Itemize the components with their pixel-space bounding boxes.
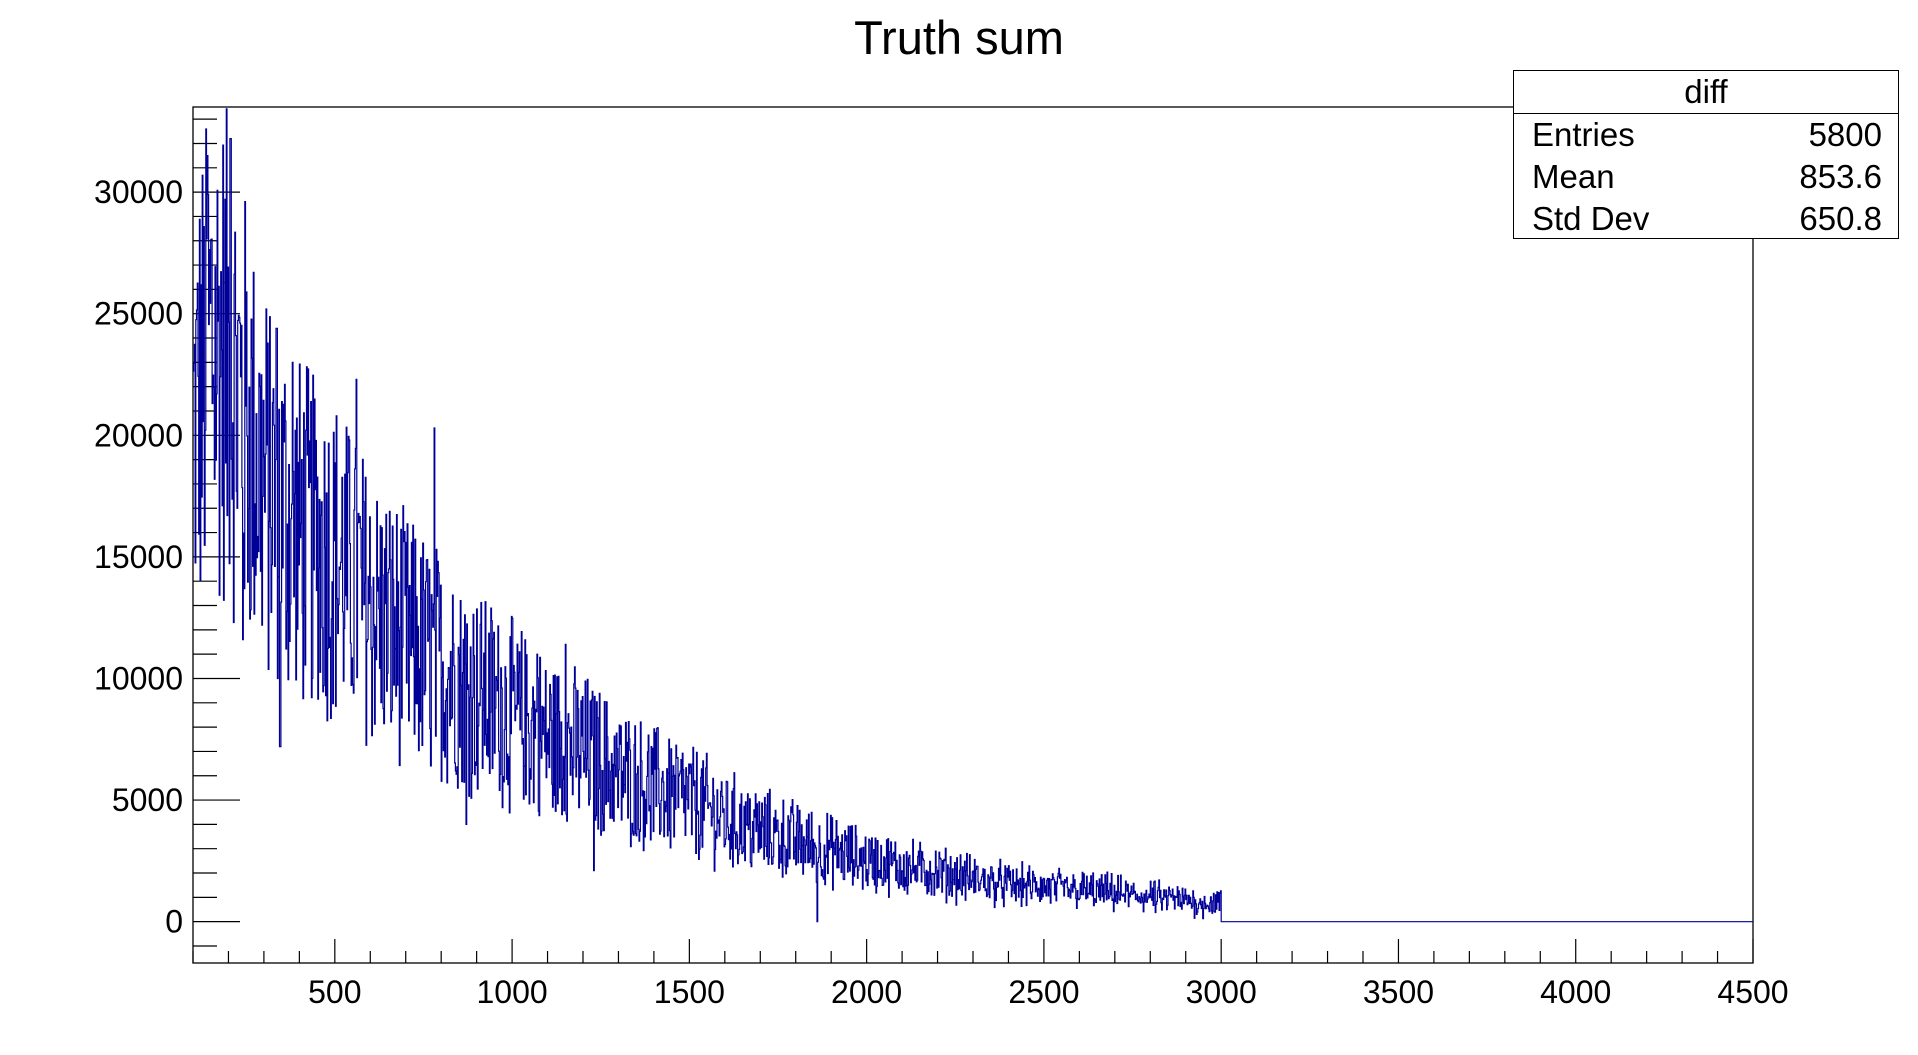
stats-label-mean: Mean: [1532, 158, 1615, 195]
stats-label-stddev: Std Dev: [1532, 200, 1650, 237]
x-tick-label: 1000: [476, 974, 547, 1010]
y-tick-label: 0: [165, 904, 183, 940]
x-axis-ticks: 500 1000 1500 2000 2500 3000 3500 4000 4500: [192, 939, 1789, 1010]
y-tick-label: 15000: [94, 539, 183, 575]
chart-title: Truth sum: [854, 11, 1064, 64]
stats-value-entries: 5800: [1808, 116, 1882, 153]
y-tick-label: 20000: [94, 417, 183, 453]
y-tick-label: 10000: [94, 660, 183, 696]
stats-box: diff Entries 5800 Mean 853.6 Std Dev 650…: [1513, 70, 1899, 239]
histogram-line: [193, 108, 1753, 923]
x-tick-label: 1500: [654, 974, 725, 1010]
histogram-series: [193, 108, 1753, 923]
x-tick-label: 4000: [1540, 974, 1611, 1010]
stats-box-title: diff: [1514, 71, 1898, 114]
y-tick-label: 30000: [94, 174, 183, 210]
stats-value-mean: 853.6: [1799, 158, 1882, 195]
y-tick-label: 5000: [112, 782, 183, 818]
stats-value-stddev: 650.8: [1799, 200, 1882, 237]
stats-row-mean: Mean 853.6: [1514, 156, 1898, 198]
x-tick-label: 500: [308, 974, 361, 1010]
x-tick-label: 4500: [1717, 974, 1788, 1010]
y-axis-ticks: 0 5000 10000 15000 20000 25000 30000: [94, 118, 240, 947]
x-tick-label: 2500: [1008, 974, 1079, 1010]
x-tick-label: 2000: [831, 974, 902, 1010]
y-tick-label: 25000: [94, 296, 183, 332]
stats-row-entries: Entries 5800: [1514, 114, 1898, 156]
x-tick-label: 3500: [1363, 974, 1434, 1010]
stats-row-stddev: Std Dev 650.8: [1514, 198, 1898, 240]
stats-label-entries: Entries: [1532, 116, 1635, 153]
x-tick-label: 3000: [1186, 974, 1257, 1010]
